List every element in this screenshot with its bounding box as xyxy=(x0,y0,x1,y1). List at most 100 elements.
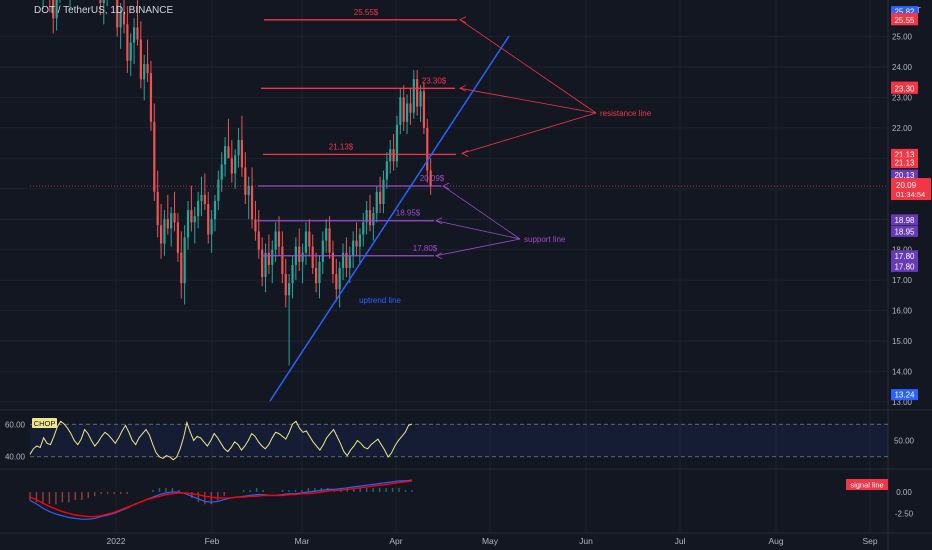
candle-body xyxy=(348,255,351,268)
candle-body xyxy=(149,73,153,122)
candle-body xyxy=(325,228,328,241)
candle-body xyxy=(288,283,291,296)
price-tick-8: 16.00 xyxy=(892,307,913,316)
candle-body xyxy=(298,246,301,262)
signal-label: signal line xyxy=(850,481,883,490)
resistance-arrowhead-1 xyxy=(459,84,467,92)
time-label-6: Jul xyxy=(675,536,686,546)
signal-label-bg xyxy=(846,479,888,490)
candle-body xyxy=(136,27,139,40)
time-label-0: 2022 xyxy=(107,536,126,546)
candle-body xyxy=(385,161,388,180)
macd-tick-1: -2.50 xyxy=(895,509,914,518)
price-badge-12: 17.80 xyxy=(894,262,915,271)
candle-body xyxy=(237,140,240,156)
candle-body xyxy=(240,140,244,168)
candle-body xyxy=(402,97,405,122)
candle-body xyxy=(170,213,173,229)
price-tick-9: 15.00 xyxy=(892,337,913,346)
symbol-title[interactable]: DOT / TetherUS, 1D, BINANCE xyxy=(34,5,174,16)
price-badge-bg-13 xyxy=(891,389,918,401)
chop-indicator: CHOP xyxy=(29,418,888,461)
candle-body xyxy=(119,12,122,28)
time-label-1: Feb xyxy=(205,536,220,546)
time-label-4: May xyxy=(482,536,499,546)
candle-body xyxy=(183,237,186,284)
candle-body xyxy=(200,194,203,201)
chop-left-tick-1: 40.00 xyxy=(5,453,26,462)
candle-body xyxy=(173,213,176,223)
candle-body xyxy=(190,210,193,223)
candle-body xyxy=(257,231,260,250)
candle-body xyxy=(291,264,294,284)
resistance-arrow-2 xyxy=(461,112,597,154)
candle-body xyxy=(358,234,361,247)
last-price-value: 20.09 xyxy=(896,181,917,190)
chop-label: CHOP xyxy=(34,419,56,428)
candle-body xyxy=(368,210,372,226)
time-label-3: Apr xyxy=(389,536,402,546)
uptrend-line xyxy=(269,35,510,402)
candle-body xyxy=(166,219,169,229)
candle-body xyxy=(355,240,358,247)
candle-body xyxy=(203,194,206,204)
candle-body xyxy=(362,222,365,235)
candle-body xyxy=(159,225,163,244)
candle-body xyxy=(143,63,146,80)
candle-body xyxy=(146,63,149,74)
support-arrowhead-1 xyxy=(435,217,443,225)
candle-body xyxy=(163,219,166,244)
candle-body xyxy=(156,191,159,226)
price-tick-7: 17.00 xyxy=(892,276,913,285)
drawing-annotations: 25.55$ 23.30$ 21.13$ resistance line 20.09$ 1… xyxy=(257,8,652,402)
chop-band-fill-future xyxy=(412,424,888,457)
price-badge-bg-5 xyxy=(891,148,918,160)
resistance-arrow-0 xyxy=(459,19,597,114)
time-label-2: Mar xyxy=(295,536,310,546)
chop-left-tick-0: 60.00 xyxy=(5,420,26,429)
candle-body xyxy=(338,267,341,290)
candle-body xyxy=(133,27,136,43)
candle-body xyxy=(230,158,233,174)
chop-tick-0: 50.00 xyxy=(894,437,915,446)
candle-body xyxy=(328,228,331,253)
price-tick-1: 24.00 xyxy=(892,63,913,72)
candle-body xyxy=(399,97,402,125)
candle-body xyxy=(210,219,213,235)
chop-line xyxy=(29,420,413,461)
candle-body xyxy=(250,185,254,220)
price-badge-0: 25.82 xyxy=(894,8,915,17)
candle-body xyxy=(261,249,264,278)
price-badge-9: 18.98 xyxy=(894,216,915,225)
resistance-text: resistance line xyxy=(600,109,652,118)
candle-body xyxy=(126,24,129,61)
candle-body xyxy=(419,91,422,107)
support-arrowhead-2 xyxy=(435,252,443,260)
candle-body xyxy=(389,149,392,162)
resistance-label-1: 23.30$ xyxy=(422,76,447,85)
support-arrow-1 xyxy=(435,220,521,240)
macd-signal-line xyxy=(29,480,413,518)
candle-body xyxy=(207,204,210,235)
candle-body xyxy=(52,0,55,19)
resistance-label-2: 21.13$ xyxy=(329,142,354,151)
candle-body xyxy=(176,222,180,253)
time-label-7: Aug xyxy=(768,536,783,546)
candle-body xyxy=(271,249,274,265)
support-arrow-2 xyxy=(435,238,521,257)
candle-body xyxy=(395,124,399,162)
candle-body xyxy=(426,127,429,171)
chop-band-fill xyxy=(30,424,412,457)
candle-body xyxy=(379,191,382,204)
candle-body xyxy=(153,121,156,192)
price-tick-3: 22.00 xyxy=(892,124,913,133)
price-badge-bg-4 xyxy=(891,82,918,94)
candlestick-series xyxy=(30,0,888,366)
candle-body xyxy=(409,103,412,113)
candle-body xyxy=(274,231,277,250)
candle-body xyxy=(301,252,304,262)
candle-body xyxy=(318,261,321,284)
price-tick-0: 25.00 xyxy=(892,33,913,42)
